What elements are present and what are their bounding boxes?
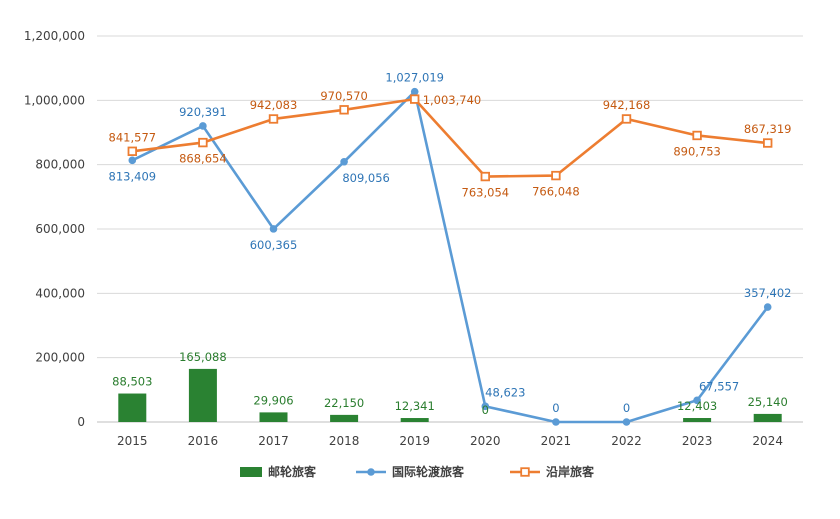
- coastal-point-2015: [127, 146, 137, 156]
- bar-2017: [259, 412, 288, 422]
- bar-2023: [683, 418, 712, 422]
- bar-2016: [188, 368, 217, 422]
- coastal-point-2019: [409, 94, 420, 104]
- cruise-label-2020: 0: [482, 403, 489, 417]
- y-tick-label-5: 1,000,000: [24, 93, 85, 107]
- bar-2019: [400, 418, 429, 422]
- coastal-label-2020: 763,054: [462, 186, 510, 200]
- coastal-label-2023: 890,753: [673, 144, 721, 158]
- cruise-label-2018: 22,150: [324, 396, 364, 410]
- cruise-label-2023: 12,403: [677, 399, 717, 413]
- ferry-label-2024: 357,402: [744, 286, 792, 300]
- ferry-point-2023: [693, 396, 701, 405]
- ferry-point-2021: [552, 418, 560, 426]
- x-tick-label-2018: 2018: [329, 434, 360, 448]
- ferry-point-2016: [199, 122, 207, 130]
- x-tick-label-2017: 2017: [258, 434, 289, 448]
- coastal-point-2021: [551, 170, 561, 181]
- cruise-label-2016: 165,088: [179, 350, 227, 364]
- coastal-label-2019: 1,003,740: [423, 93, 482, 107]
- ferry-label-2023: 67,557: [699, 379, 739, 393]
- x-tick-label-2019: 2019: [399, 434, 430, 448]
- bar-series-cruise: [118, 368, 782, 422]
- coastal-label-2017: 942,083: [250, 98, 298, 112]
- x-tick-label-2024: 2024: [752, 434, 783, 448]
- ferry-point-2022: [622, 418, 631, 426]
- coastal-label-2024: 867,319: [744, 122, 792, 136]
- ferry-line: [131, 90, 769, 424]
- coastal-point-2023: [692, 130, 702, 141]
- legend-marker-coastal: [520, 467, 530, 477]
- coastal-line: [132, 97, 768, 178]
- ferry-point-2020: [481, 402, 490, 411]
- ferry-label-2015: 813,409: [109, 169, 157, 183]
- y-tick-label-4: 800,000: [35, 158, 85, 172]
- ferry-point-2015: [128, 156, 137, 165]
- legend-label-cruise: 邮轮旅客: [268, 464, 317, 479]
- cruise-label-2015: 88,503: [112, 375, 152, 389]
- ferry-label-2017: 600,365: [250, 238, 298, 252]
- x-tick-label-2022: 2022: [611, 434, 642, 448]
- ferry-point-2018: [340, 157, 348, 166]
- ferry-label-2019: 1,027,019: [385, 71, 444, 85]
- ferry-label-2018: 809,056: [342, 171, 390, 185]
- cruise-label-2024: 25,140: [748, 395, 788, 409]
- x-tick-label-2015: 2015: [117, 434, 148, 448]
- bar-2018: [330, 414, 359, 422]
- legend-swatch-cruise: [240, 467, 262, 477]
- y-tick-label-1: 200,000: [35, 351, 85, 365]
- ferry-point-2024: [763, 303, 772, 311]
- coastal-label-2015: 841,577: [109, 130, 157, 144]
- coastal-point-2020: [480, 171, 490, 182]
- legend-label-coastal: 沿岸旅客: [545, 464, 595, 479]
- coastal-point-2017: [268, 114, 279, 124]
- data-labels: 813,409 920,391 600,365 809,056 1,027,019 48,…: [109, 71, 792, 417]
- ferry-label-2022: 0: [623, 401, 630, 415]
- coastal-label-2021: 766,048: [532, 185, 580, 199]
- legend-marker-ferry: [367, 468, 375, 476]
- bar-2024: [753, 413, 782, 422]
- coastal-point-2018: [339, 105, 349, 115]
- ferry-label-2016: 920,391: [179, 105, 227, 119]
- ferry-label-2021: 0: [552, 401, 559, 415]
- ferry-label-2020: 48,623: [485, 385, 525, 399]
- cruise-label-2017: 29,906: [253, 393, 293, 407]
- coastal-point-2024: [763, 138, 773, 148]
- ferry-point-2019: [410, 87, 419, 96]
- x-tick-label-2020: 2020: [470, 434, 501, 448]
- cruise-label-2019: 12,341: [395, 399, 435, 413]
- coastal-label-2022: 942,168: [603, 98, 651, 112]
- y-tick-label-3: 600,000: [35, 222, 85, 236]
- legend-label-ferry: 国际轮渡旅客: [392, 464, 465, 479]
- coastal-label-2016: 868,654: [179, 152, 227, 166]
- bar-2015: [118, 393, 147, 422]
- y-tick-label-2: 400,000: [35, 286, 85, 300]
- legend: 邮轮旅客 国际轮渡旅客 沿岸旅客: [240, 464, 595, 479]
- gridlines: [97, 35, 803, 423]
- coastal-point-2022: [621, 114, 632, 124]
- x-tick-label-2021: 2021: [541, 434, 572, 448]
- coastal-point-2016: [198, 137, 208, 148]
- y-tick-label-0: 0: [77, 415, 85, 429]
- y-tick-label-6: 1,200,000: [24, 29, 85, 43]
- ferry-point-2017: [269, 225, 278, 233]
- line-series: [127, 87, 773, 426]
- coastal-label-2018: 970,570: [320, 89, 368, 103]
- x-tick-label-2023: 2023: [682, 434, 713, 448]
- x-tick-label-2016: 2016: [188, 434, 219, 448]
